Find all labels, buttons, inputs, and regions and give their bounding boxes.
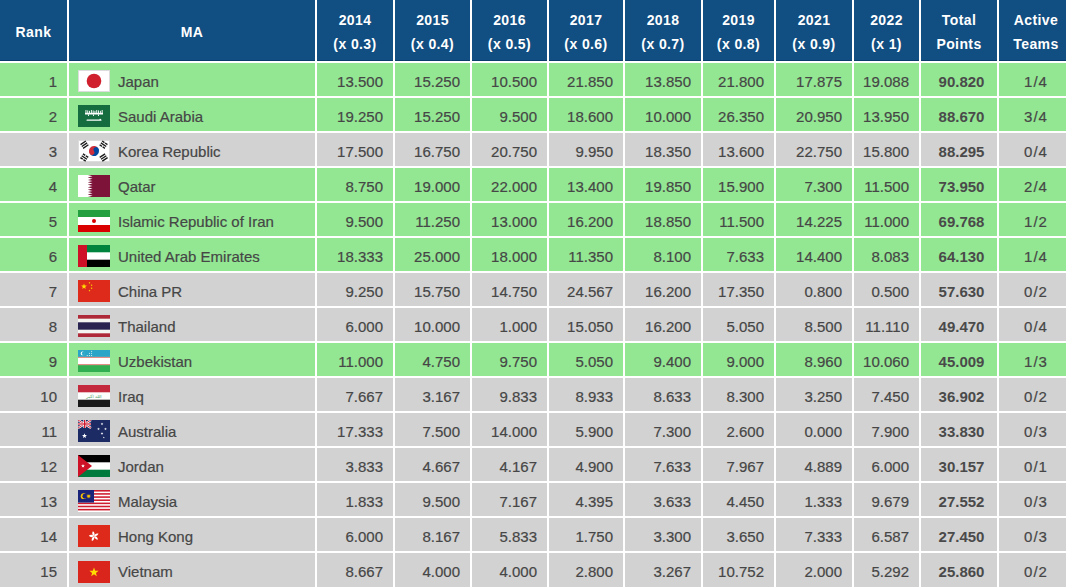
svg-text:الله اكبر: الله اكبر xyxy=(85,394,101,399)
